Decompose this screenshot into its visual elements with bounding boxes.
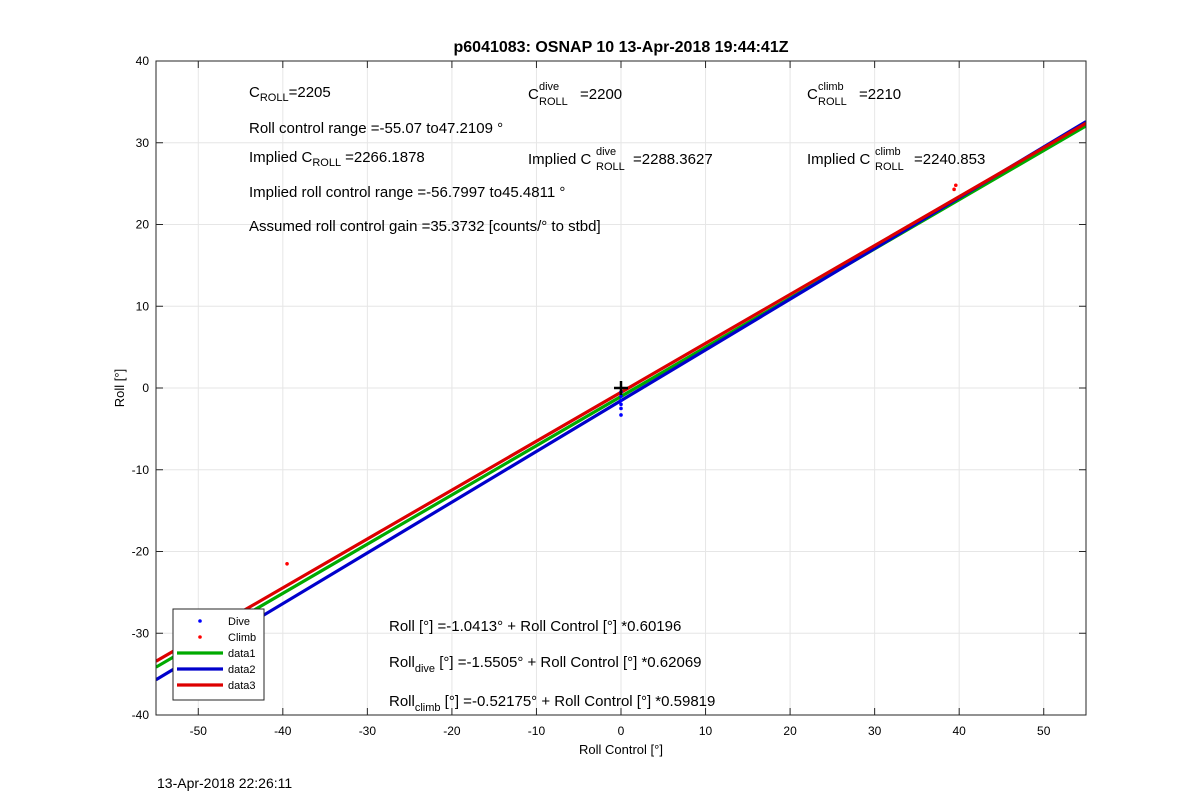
implied-c-roll-climb-sub: ROLL xyxy=(875,161,904,173)
y-tick-label: 0 xyxy=(142,381,149,395)
implied-c-roll-dive-annotation: Implied C dive ROLL =2288.3627 xyxy=(528,146,713,173)
implied-c-roll-dive-sup: dive xyxy=(596,146,616,158)
legend-items: Dive Climb data1 data2 data3 xyxy=(177,616,256,692)
c-roll-climb-annotation: C climb ROLL =2210 xyxy=(807,81,901,108)
legend-label-data2: data2 xyxy=(228,664,256,676)
c-roll-dive-sup: dive xyxy=(539,81,559,93)
c-roll-annotation: CROLL=2205 xyxy=(249,84,331,104)
legend-label-dive: Dive xyxy=(228,616,250,628)
origin-plus-marker xyxy=(614,381,628,395)
y-tick-label: -40 xyxy=(132,708,150,722)
implied-c-roll-dive-prefix: Implied C xyxy=(528,151,592,168)
x-tick-label: 10 xyxy=(699,724,713,738)
c-roll-climb-sup: climb xyxy=(818,81,844,93)
point-climb xyxy=(952,187,956,192)
x-tick-label: 30 xyxy=(868,724,882,738)
fit-climb-rest: [°] =-0.52175° + Roll Control [°] *0.598… xyxy=(441,693,716,710)
x-tick-label: -30 xyxy=(359,724,377,738)
x-tick-label: 40 xyxy=(953,724,967,738)
y-tick-label: -30 xyxy=(132,626,150,640)
point-climb xyxy=(285,561,289,566)
c-roll-value: =2205 xyxy=(289,84,331,101)
implied-c-roll-climb-value: =2240.853 xyxy=(914,151,985,168)
c-roll-climb-base: C xyxy=(807,86,818,103)
legend-swatch-climb xyxy=(198,635,202,639)
implied-c-roll-dive-sub: ROLL xyxy=(596,161,625,173)
c-roll-climb-sub: ROLL xyxy=(818,96,847,108)
c-roll-sub: ROLL xyxy=(260,92,289,104)
implied-c-roll-prefix: Implied C xyxy=(249,149,313,166)
x-tick-label: -20 xyxy=(443,724,461,738)
c-roll-dive-annotation: C dive ROLL =2200 xyxy=(528,81,622,108)
x-axis-label: Roll Control [°] xyxy=(579,742,663,757)
x-tick-label: -10 xyxy=(528,724,546,738)
legend-label-climb: Climb xyxy=(228,632,256,644)
y-tick-label: 10 xyxy=(136,299,150,313)
implied-c-roll-climb-annotation: Implied C climb ROLL =2240.853 xyxy=(807,146,985,173)
fit-climb-base: Roll xyxy=(389,693,415,710)
legend-label-data3: data3 xyxy=(228,680,256,692)
c-roll-climb-value: =2210 xyxy=(859,86,901,103)
implied-c-roll-climb-sup: climb xyxy=(875,146,901,158)
y-tick-label: -10 xyxy=(132,463,150,477)
x-axis-ticks: -50 -40 -30 -20 -10 0 10 20 30 40 50 xyxy=(190,61,1051,738)
x-tick-label: 50 xyxy=(1037,724,1051,738)
chart-title: p6041083: OSNAP 10 13-Apr-2018 19:44:41Z xyxy=(454,39,789,56)
x-tick-label: -40 xyxy=(274,724,292,738)
c-roll-dive-value: =2200 xyxy=(580,86,622,103)
implied-c-roll-sub: ROLL xyxy=(312,157,341,169)
y-tick-label: 40 xyxy=(136,54,150,68)
point-dive xyxy=(619,394,623,398)
c-roll-dive-base: C xyxy=(528,86,539,103)
legend-swatch-dive xyxy=(198,619,202,623)
fit-equation-dive: Rolldive [°] =-1.5505° + Roll Control [°… xyxy=(389,654,702,675)
legend: Dive Climb data1 data2 data3 xyxy=(172,608,265,701)
fit-equation-all: Roll [°] =-1.0413° + Roll Control [°] *0… xyxy=(389,618,681,635)
implied-c-roll-climb-prefix: Implied C xyxy=(807,151,871,168)
roll-control-range: Roll control range =-55.07 to47.2109 ° xyxy=(249,120,503,137)
assumed-gain: Assumed roll control gain =35.3732 [coun… xyxy=(249,218,601,235)
fit-dive-base: Roll xyxy=(389,654,415,671)
point-dive xyxy=(619,402,623,407)
implied-c-roll-dive-value: =2288.3627 xyxy=(633,151,713,168)
implied-c-roll-value: =2266.1878 xyxy=(345,149,425,166)
legend-label-data1: data1 xyxy=(228,648,256,660)
point-climb xyxy=(954,183,958,188)
y-tick-label: 20 xyxy=(136,218,150,232)
implied-roll-range: Implied roll control range =-56.7997 to4… xyxy=(249,184,565,201)
x-tick-label: 0 xyxy=(618,724,625,738)
fit-dive-sub: dive xyxy=(415,663,435,675)
c-roll-base: C xyxy=(249,84,260,101)
point-dive xyxy=(619,406,623,411)
x-tick-label: 20 xyxy=(783,724,797,738)
fit-equation-climb: Rollclimb [°] =-0.52175° + Roll Control … xyxy=(389,693,715,714)
c-roll-dive-sub: ROLL xyxy=(539,96,568,108)
fit-dive-rest: [°] =-1.5505° + Roll Control [°] *0.6206… xyxy=(435,654,701,671)
fit-climb-sub: climb xyxy=(415,702,441,714)
x-tick-label: -50 xyxy=(190,724,208,738)
y-axis-label: Roll [°] xyxy=(112,369,127,407)
point-dive xyxy=(619,398,623,403)
point-dive xyxy=(619,413,623,417)
implied-c-roll-annotation: Implied CROLL =2266.1878 xyxy=(249,149,425,169)
y-tick-label: 30 xyxy=(136,136,150,150)
y-tick-label: -20 xyxy=(132,545,150,559)
print-timestamp: 13-Apr-2018 22:26:11 xyxy=(157,775,292,791)
y-axis-ticks: -40 -30 -20 -10 0 10 20 30 40 xyxy=(132,54,1086,722)
